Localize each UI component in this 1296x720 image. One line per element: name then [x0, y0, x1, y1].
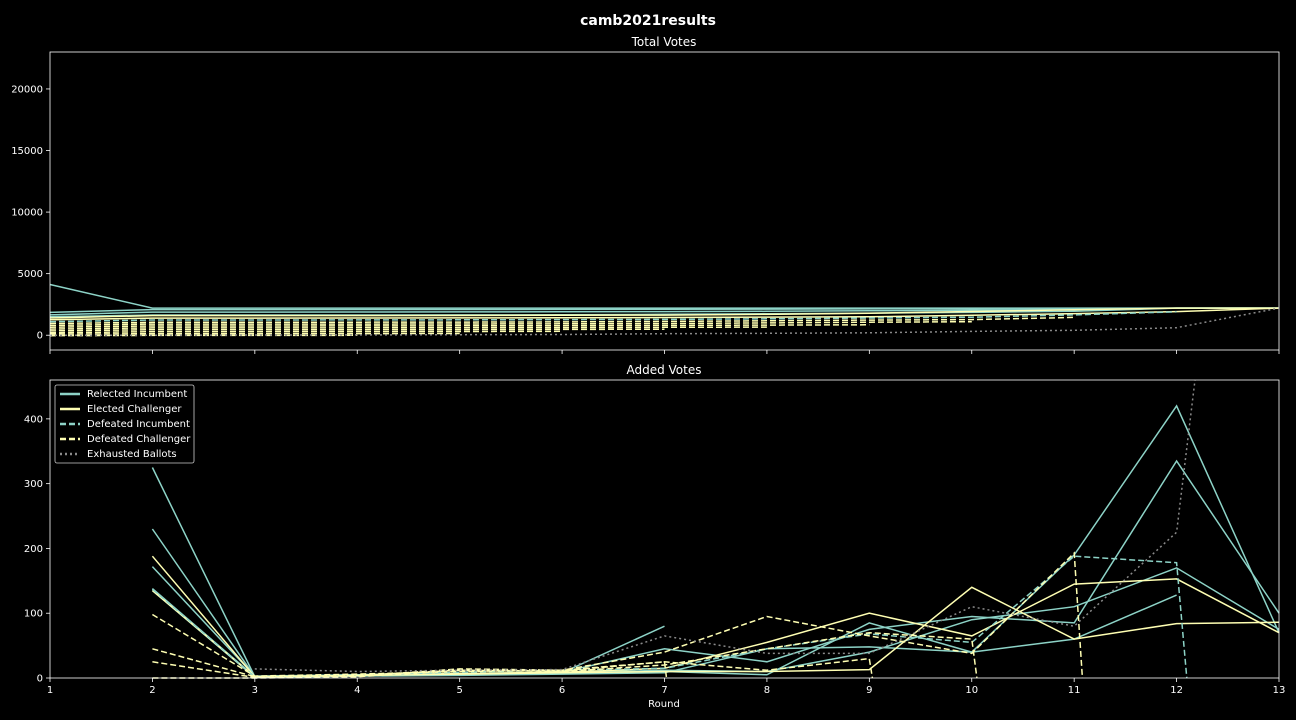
total-votes-series-line-0 — [49, 283, 1279, 309]
added-votes-series-line-6 — [151, 586, 1280, 678]
added-votes-x-tick-label: 1 — [47, 685, 53, 696]
added-votes-x-tick-label: 13 — [1273, 685, 1286, 696]
added-votes-y-tick-label: 0 — [37, 674, 43, 685]
added-votes-x-tick-label: 11 — [1068, 685, 1081, 696]
total-votes-axes-frame — [49, 51, 1280, 351]
total-votes-series-line-11 — [49, 328, 665, 332]
added-votes-x-tick-label: 12 — [1170, 685, 1183, 696]
total-votes-series-group — [49, 283, 1280, 337]
legend-label-defeated-challenger: Defeated Challenger — [87, 434, 191, 445]
total-votes-title: Total Votes — [631, 35, 697, 49]
added-votes-series-line-2 — [151, 459, 1280, 677]
total-votes-series-line-10 — [49, 326, 767, 330]
total-votes-series-line-9 — [49, 324, 870, 328]
added-votes-axes-frame — [49, 379, 1280, 679]
added-votes-x-tick-label: 2 — [149, 685, 155, 696]
legend-label-defeated-incumbent: Defeated Incumbent — [87, 419, 190, 430]
added-votes-y-tick-label: 400 — [24, 414, 43, 425]
total-votes-y-tick-label: 5000 — [18, 269, 43, 280]
total-votes-series-line-4 — [49, 307, 1279, 319]
added-votes-series-line-0 — [151, 467, 665, 678]
added-votes-series-line-1 — [151, 404, 1280, 678]
added-votes-title: Added Votes — [626, 363, 701, 377]
added-votes-series-line-12 — [254, 379, 1196, 673]
total-votes-series-line-8 — [49, 320, 972, 327]
total-votes-ticks: 0 5000 10000 15000 20000 — [11, 84, 1280, 354]
total-votes-series-line-6 — [49, 311, 1177, 323]
legend-box — [54, 384, 195, 464]
total-votes-series-line-5 — [49, 307, 1280, 321]
added-votes-series-line-8 — [152, 551, 1084, 679]
total-votes-y-tick-label: 10000 — [11, 208, 43, 219]
total-votes-y-tick-label: 15000 — [11, 146, 43, 157]
added-votes-panel: Added Votes 1 2 3 4 5 6 7 8 9 10 11 12 1301002003004… — [24, 363, 1285, 710]
added-votes-x-tick-label: 8 — [764, 685, 770, 696]
added-votes-x-tick-label: 3 — [252, 685, 258, 696]
total-votes-series-line-12 — [49, 330, 563, 334]
legend-label-elected: Elected Challenger — [87, 404, 182, 415]
legend-label-reelected: Relected Incumbent — [87, 389, 187, 400]
legend: Relected Incumbent Elected Challenger De… — [54, 384, 195, 464]
added-votes-x-tick-label: 6 — [559, 685, 565, 696]
x-axis-label: Round — [648, 699, 680, 710]
added-votes-x-tick-label: 9 — [866, 685, 872, 696]
total-votes-panel: Total Votes 0 5000 10000 15000 20000 — [11, 35, 1280, 354]
added-votes-series-group — [151, 379, 1280, 679]
total-votes-series-line-13 — [49, 332, 460, 335]
total-votes-y-tick-label: 0 — [37, 331, 43, 342]
total-votes-y-tick-label: 20000 — [11, 84, 43, 95]
added-votes-x-tick-label: 7 — [661, 685, 667, 696]
legend-label-exhausted: Exhausted Ballots — [87, 449, 177, 460]
added-votes-x-tick-label: 4 — [354, 685, 360, 696]
added-votes-y-tick-label: 100 — [24, 609, 43, 620]
figure-title: camb2021results — [580, 13, 716, 29]
added-votes-y-tick-label: 300 — [24, 479, 43, 490]
added-votes-x-tick-label: 5 — [456, 685, 462, 696]
added-votes-x-tick-label: 10 — [965, 685, 978, 696]
added-votes-y-tick-label: 200 — [24, 544, 43, 555]
